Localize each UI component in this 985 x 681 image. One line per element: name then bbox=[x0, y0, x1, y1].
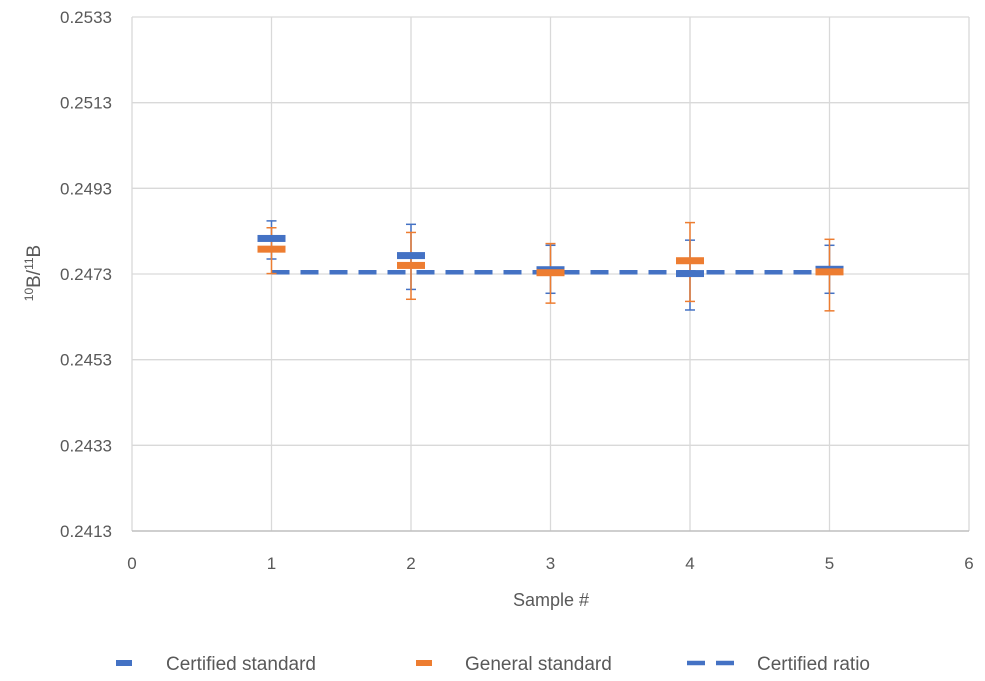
legend-swatch-general-standard bbox=[416, 660, 432, 666]
y-tick-label: 0.2473 bbox=[60, 265, 112, 284]
y-tick-label: 0.2493 bbox=[60, 179, 112, 198]
y-tick-label: 0.2513 bbox=[60, 94, 112, 113]
y-axis-tick-labels: 0.2533 0.2513 0.2493 0.2473 0.2453 0.2433 0.24… bbox=[60, 8, 112, 541]
general-standard-marker bbox=[815, 268, 844, 276]
y-tick-label: 0.2533 bbox=[60, 8, 112, 27]
x-tick-label: 3 bbox=[546, 554, 555, 573]
data-markers bbox=[257, 234, 844, 278]
x-axis-line bbox=[131, 17, 969, 532]
y-axis-title: 10B/11B bbox=[22, 245, 45, 301]
x-tick-label: 2 bbox=[406, 554, 415, 573]
y-axis-title-text: B bbox=[24, 245, 45, 258]
x-axis-title: Sample # bbox=[513, 590, 589, 610]
x-axis-tick-labels: 0 1 2 3 4 5 6 bbox=[127, 554, 973, 573]
general-standard-marker bbox=[257, 245, 286, 253]
certified-standard-marker bbox=[397, 252, 425, 260]
legend-label-certified-standard: Certified standard bbox=[166, 654, 316, 675]
legend-label-certified-ratio: Certified ratio bbox=[757, 654, 870, 675]
x-tick-label: 0 bbox=[127, 554, 136, 573]
x-tick-label: 4 bbox=[685, 554, 694, 573]
general-standard-marker bbox=[397, 261, 425, 269]
legend-label-general-standard: General standard bbox=[465, 654, 612, 675]
y-axis-title-superscript: 10 bbox=[22, 288, 36, 302]
general-standard-marker bbox=[536, 269, 565, 277]
y-tick-label: 0.2453 bbox=[60, 351, 112, 370]
y-axis-title-text: B/ bbox=[24, 269, 45, 288]
y-axis-title-superscript: 11 bbox=[22, 257, 36, 270]
certified-standard-marker bbox=[257, 234, 286, 242]
y-tick-label: 0.2433 bbox=[60, 436, 112, 455]
x-tick-label: 5 bbox=[825, 554, 834, 573]
y-tick-label: 0.2413 bbox=[60, 522, 112, 541]
certified-standard-marker bbox=[676, 270, 704, 278]
x-tick-label: 6 bbox=[964, 554, 973, 573]
x-tick-label: 1 bbox=[267, 554, 276, 573]
legend: Certified standard General standard Certif… bbox=[116, 654, 870, 675]
general-standard-marker bbox=[676, 257, 704, 265]
legend-swatch-certified-standard bbox=[116, 660, 132, 666]
